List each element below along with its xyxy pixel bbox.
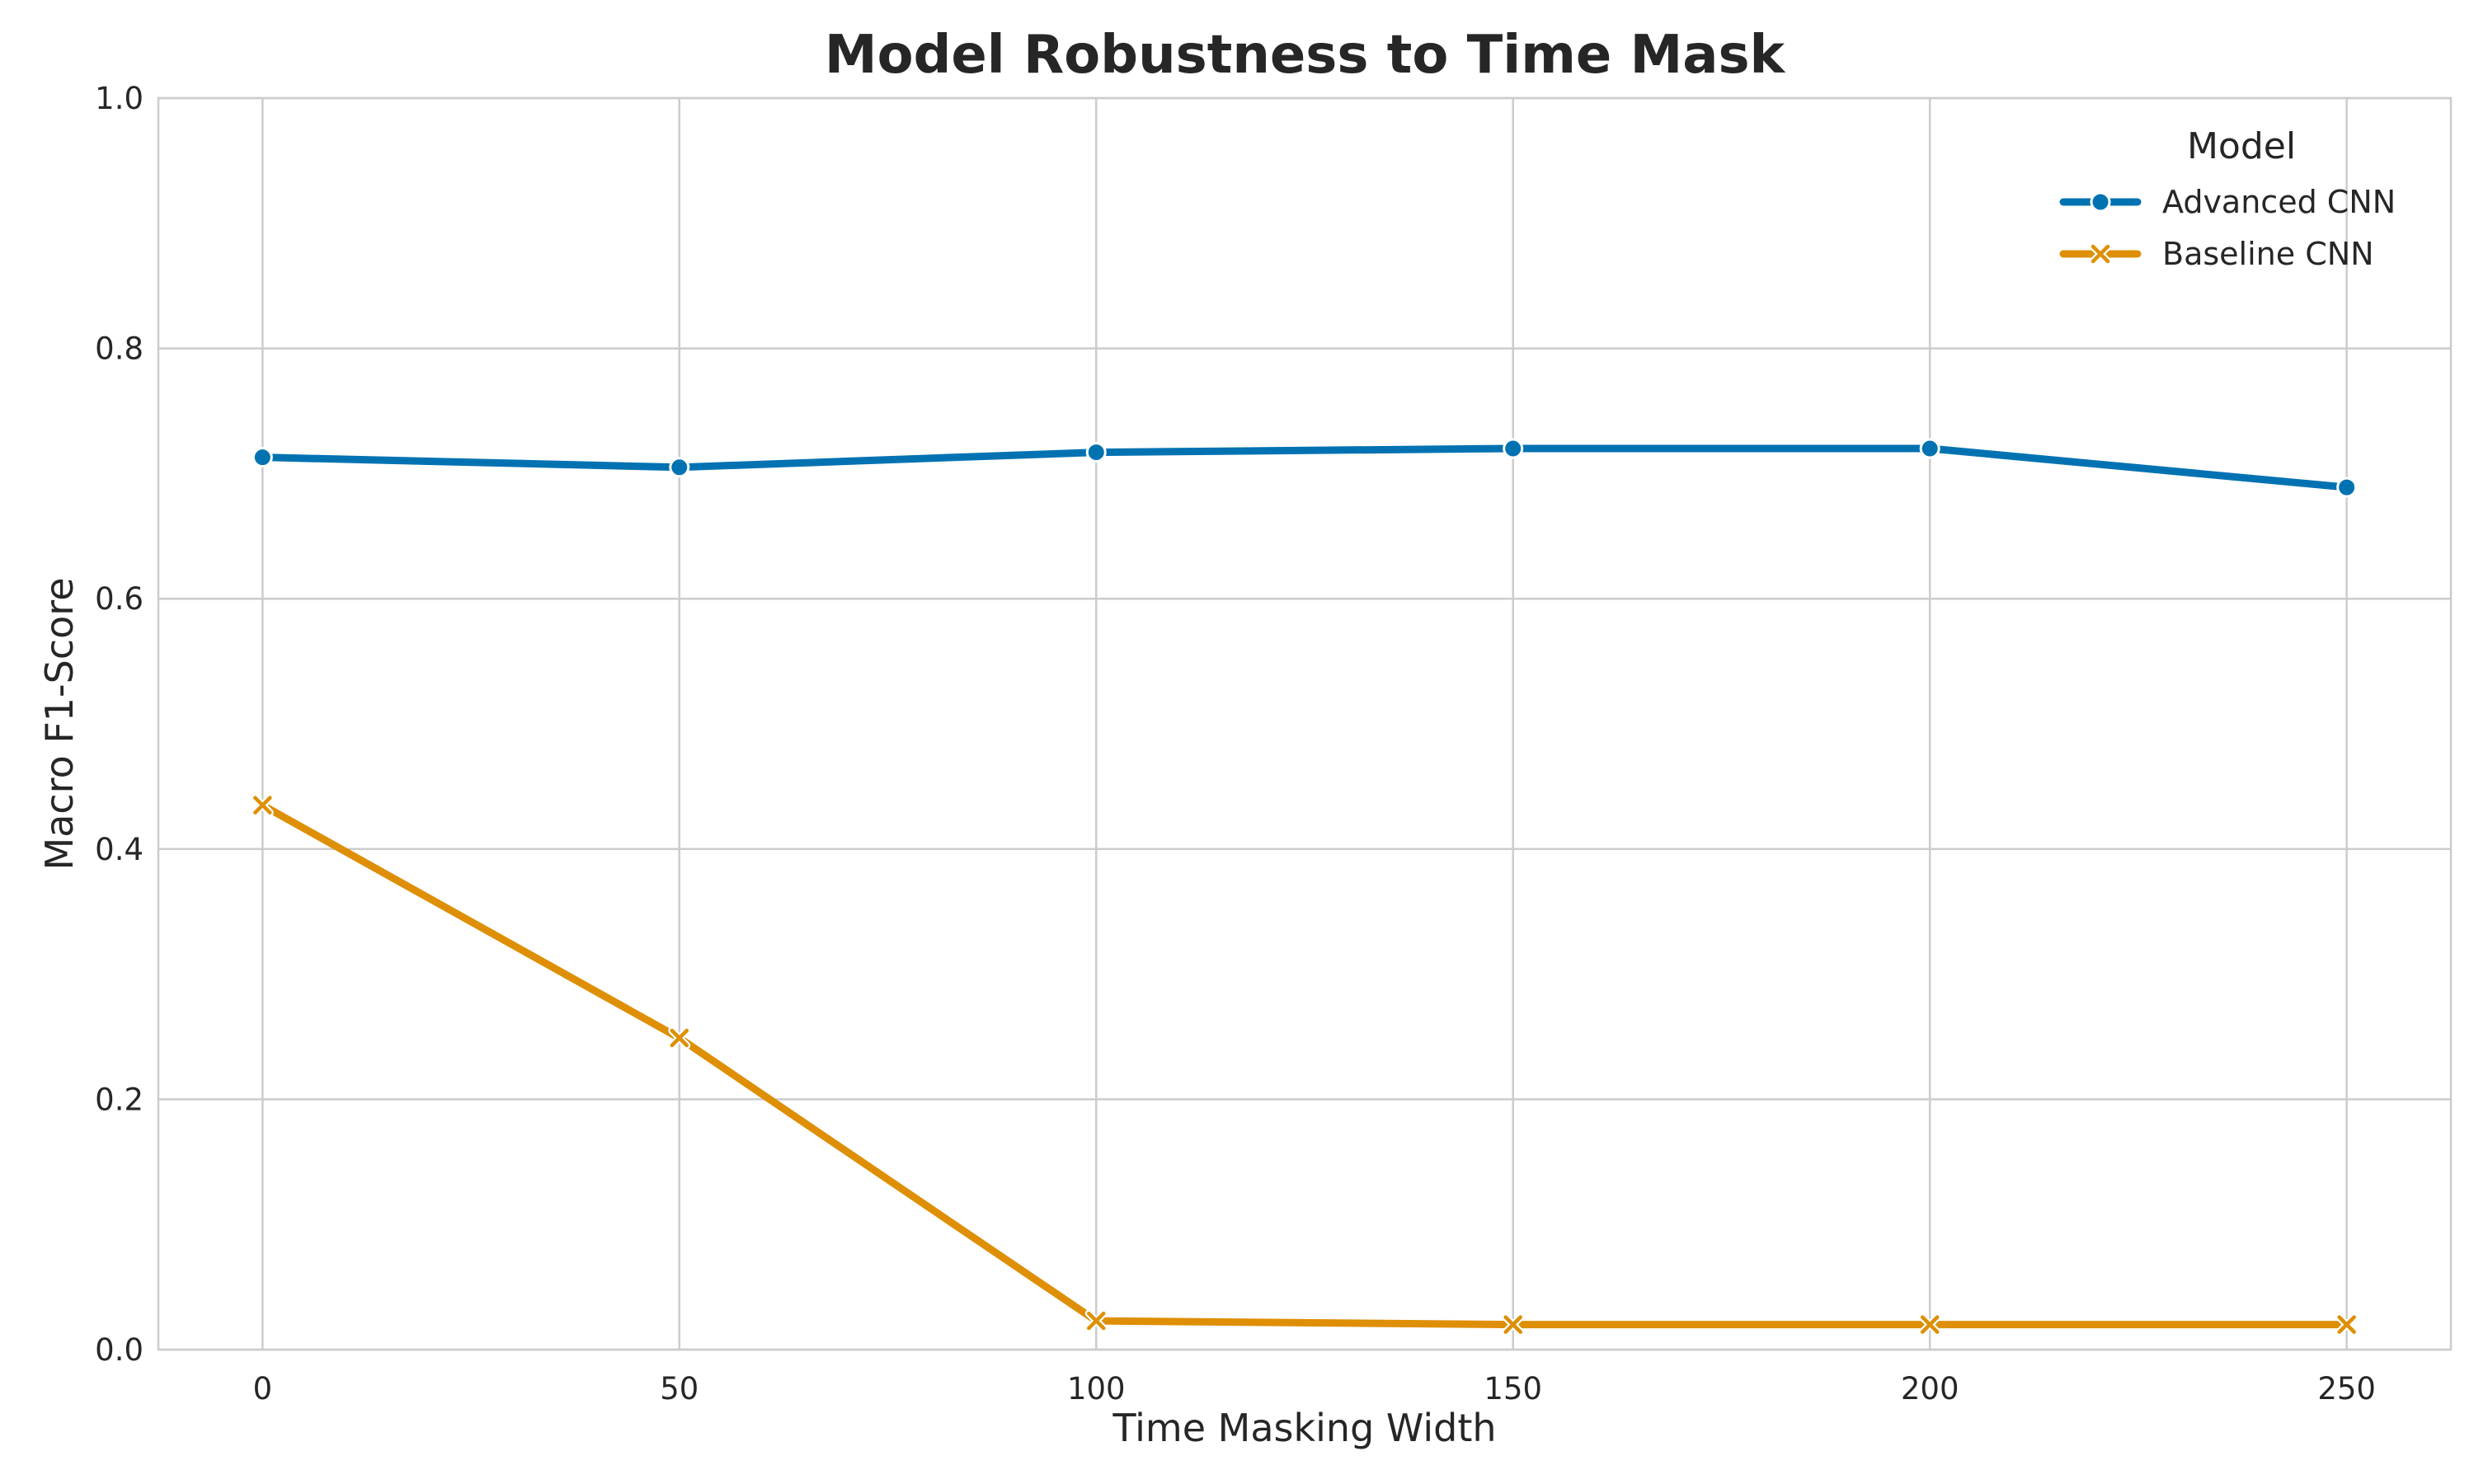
data-point-advanced-cnn — [1085, 442, 1107, 463]
plot-area-border — [157, 96, 2453, 1351]
x-tick-labels: 0 50 100 150 200 250 — [253, 1371, 2376, 1407]
series-baseline-cnn — [251, 794, 2359, 1336]
x-tick-label: 200 — [1901, 1371, 1959, 1407]
legend-title: Model — [2187, 125, 2296, 167]
y-axis-label: Macro F1-Score — [37, 578, 82, 871]
x-tick-label: 50 — [660, 1371, 698, 1407]
data-point-baseline-cnn — [251, 794, 274, 817]
x-tick-label: 250 — [2317, 1371, 2376, 1407]
chart-title: Model Robustness to Time Mask — [825, 25, 1786, 86]
data-point-baseline-cnn — [2335, 1313, 2359, 1336]
legend-marker — [2089, 242, 2112, 265]
data-point-advanced-cnn — [252, 447, 273, 468]
series-line-baseline-cnn — [258, 801, 2351, 1329]
series-lines — [251, 438, 2359, 1336]
grid-lines — [158, 96, 2451, 1351]
y-tick-label: 0.0 — [95, 1332, 143, 1368]
legend: Model Advanced CNN Baseline CNN — [2059, 125, 2396, 272]
series-advanced-cnn — [252, 438, 2358, 498]
data-point-baseline-cnn — [1084, 1309, 1108, 1332]
y-tick-label: 0.6 — [95, 581, 143, 617]
data-point-advanced-cnn — [669, 457, 690, 478]
x-tick-label: 100 — [1067, 1371, 1126, 1407]
data-point-baseline-cnn — [1918, 1313, 1941, 1336]
data-point-advanced-cnn — [2336, 477, 2358, 498]
y-tick-label: 0.2 — [95, 1082, 143, 1117]
y-tick-labels: 0.0 0.2 0.4 0.6 0.8 1.0 — [95, 81, 143, 1368]
data-point-advanced-cnn — [1503, 438, 1524, 459]
data-point-advanced-cnn — [1919, 438, 1940, 459]
legend-label: Baseline CNN — [2162, 236, 2374, 272]
data-point-baseline-cnn — [1502, 1313, 1525, 1336]
legend-item-baseline-cnn: Baseline CNN — [2059, 236, 2374, 272]
legend-label: Advanced CNN — [2162, 184, 2396, 220]
data-point-baseline-cnn — [668, 1026, 691, 1050]
x-tick-label: 0 — [253, 1371, 273, 1407]
legend-marker — [2090, 191, 2111, 213]
y-tick-label: 0.4 — [95, 832, 143, 867]
y-tick-label: 0.8 — [95, 331, 143, 367]
legend-item-advanced-cnn: Advanced CNN — [2059, 184, 2396, 220]
x-tick-label: 150 — [1484, 1371, 1542, 1407]
x-axis-label: Time Masking Width — [1112, 1406, 1496, 1450]
y-tick-label: 1.0 — [95, 81, 143, 116]
series-line-advanced-cnn — [258, 444, 2351, 491]
